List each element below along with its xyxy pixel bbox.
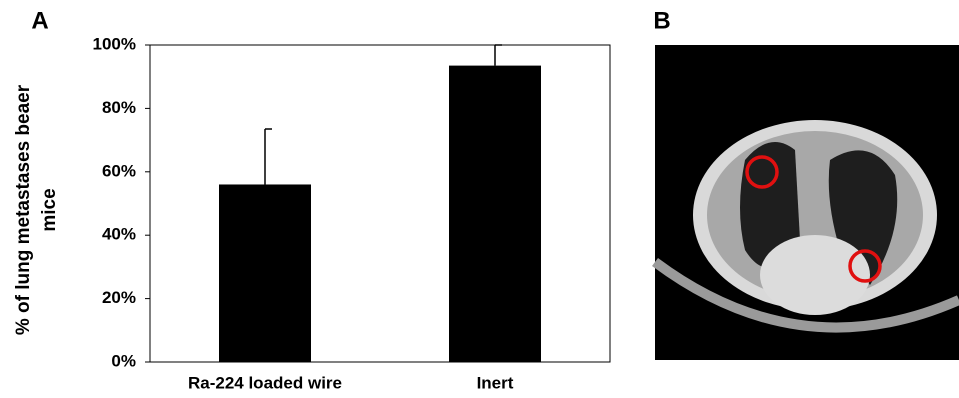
y-tick-label: 60% — [102, 161, 136, 180]
ct-image — [655, 45, 959, 360]
bar — [449, 66, 541, 362]
y-tick-label: 40% — [102, 225, 136, 244]
figure: A B % of lung metastases beaer mice 0% 20… — [0, 0, 959, 398]
x-tick-label: Ra-224 loaded wire — [188, 373, 342, 392]
y-tick-label: 80% — [102, 98, 136, 117]
y-tick-label: 100% — [93, 34, 136, 53]
bar — [219, 184, 311, 362]
y-axis-title-line: % of lung metastases beaer — [13, 84, 34, 335]
y-tick-label: 0% — [111, 351, 136, 370]
y-axis-title: % of lung metastases beaer mice — [13, 84, 60, 335]
panel-label: B — [653, 7, 670, 34]
y-tick-label: 20% — [102, 288, 136, 307]
y-axis-title-line: mice — [39, 188, 60, 231]
panel-label: A — [31, 7, 48, 34]
x-tick-label: Inert — [477, 373, 514, 392]
